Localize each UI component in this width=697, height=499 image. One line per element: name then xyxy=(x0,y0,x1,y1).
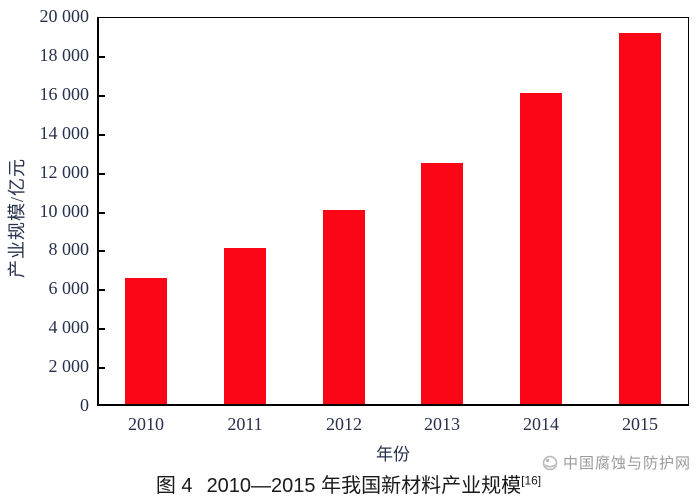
y-tick-label: 14 000 xyxy=(39,123,90,143)
x-tick-label: 2012 xyxy=(326,414,362,434)
y-tick-mark xyxy=(99,212,105,214)
watermark-text: 中国腐蚀与防护网 xyxy=(562,455,691,472)
y-tick-mark xyxy=(99,289,105,291)
x-tick-label: 2015 xyxy=(622,414,658,434)
x-axis-title: 年份 xyxy=(376,445,410,464)
y-tick-mark xyxy=(99,56,105,58)
globe-logo-icon xyxy=(541,454,559,472)
y-tick-label: 18 000 xyxy=(39,45,90,65)
y-tick-mark xyxy=(99,134,105,136)
x-tick-label: 2010 xyxy=(128,414,164,434)
y-tick-label: 10 000 xyxy=(39,201,90,221)
bar-2011 xyxy=(224,248,266,404)
bar-2013 xyxy=(421,163,463,404)
y-tick-label: 20 000 xyxy=(39,6,90,26)
y-tick-label: 2 000 xyxy=(48,356,90,376)
y-tick-label: 16 000 xyxy=(39,84,90,104)
y-tick-mark xyxy=(99,367,105,369)
y-tick-label: 8 000 xyxy=(48,239,90,259)
caption-figure-number: 图 4 xyxy=(155,475,193,497)
bar-2014 xyxy=(520,93,562,404)
y-tick-mark xyxy=(99,250,105,252)
y-tick-label: 4 000 xyxy=(48,317,90,337)
y-tick-label: 0 xyxy=(80,395,89,415)
x-tick-label: 2013 xyxy=(424,414,460,434)
x-tick-label: 2011 xyxy=(227,414,263,434)
bar-2015 xyxy=(619,33,661,404)
y-tick-label: 12 000 xyxy=(39,162,90,182)
y-tick-mark xyxy=(99,328,105,330)
caption-reference: [16] xyxy=(521,473,542,488)
bar-2012 xyxy=(323,210,365,404)
y-tick-label: 6 000 xyxy=(48,278,90,298)
bar-2010 xyxy=(125,278,167,404)
watermark: 中国腐蚀与防护网 xyxy=(541,452,691,473)
caption-text: 2010—2015 年我国新材料产业规模 xyxy=(206,475,522,497)
figure-caption: 图 4 2010—2015 年我国新材料产业规模[16] xyxy=(0,469,697,498)
y-tick-mark xyxy=(99,173,105,175)
plot-area xyxy=(97,17,689,406)
x-tick-label: 2014 xyxy=(523,414,559,434)
y-tick-mark xyxy=(99,95,105,97)
